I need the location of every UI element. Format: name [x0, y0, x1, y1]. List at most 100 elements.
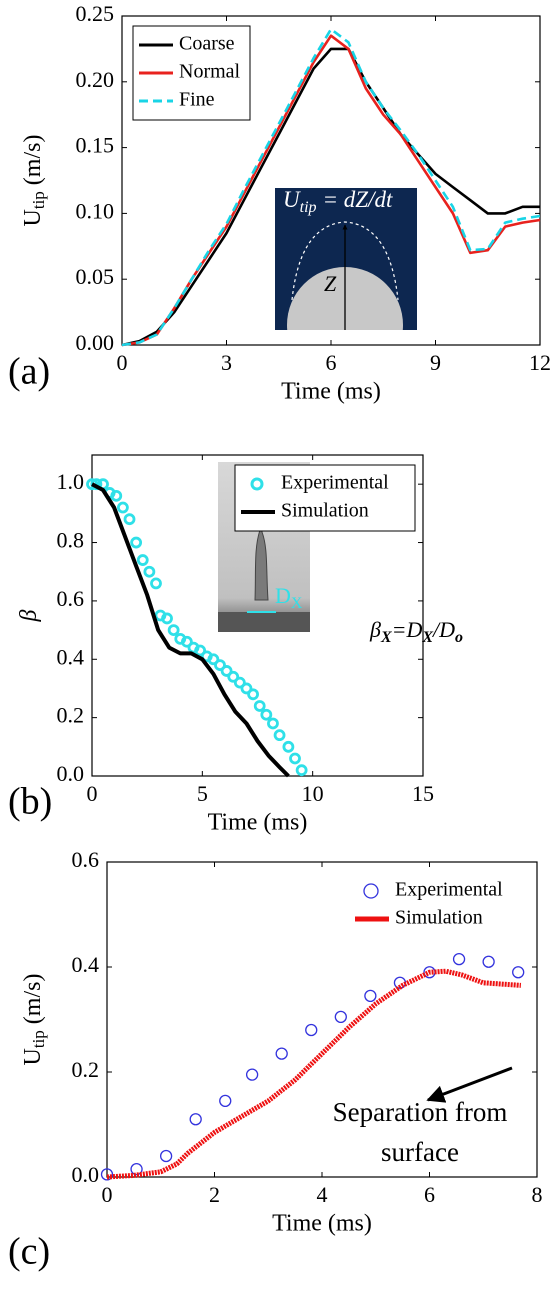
annotation-main: /D [431, 617, 455, 642]
x-tick-label: 8 [532, 1182, 543, 1207]
annotation-main: β [369, 617, 381, 642]
y-tick-label: 0.6 [57, 586, 85, 611]
y-tick-label: 0.2 [57, 703, 85, 728]
data-point [194, 644, 207, 657]
inset-z-label: Z [324, 271, 337, 296]
data-point [227, 670, 240, 683]
series-line [106, 968, 522, 1180]
data-point [452, 952, 466, 966]
inset-formula: Utip = dZ/dt [283, 187, 393, 215]
data-point [334, 1010, 347, 1024]
x-tick-label: 15 [412, 781, 434, 806]
data-point [116, 501, 129, 514]
legend-label: Simulation [395, 907, 483, 929]
annotation-arrow [426, 1066, 513, 1103]
annotation: βX=DX/Do [369, 617, 463, 646]
data-point [180, 635, 193, 648]
data-point [207, 653, 220, 666]
x-tick-label: 0 [117, 350, 128, 375]
y-tick-label: 0.0 [57, 761, 85, 786]
y-label-main: U [20, 209, 46, 226]
formula-rest: = dZ/dt [323, 187, 393, 212]
series-line [91, 482, 290, 778]
data-point [130, 536, 143, 549]
panel-label: (c) [8, 1231, 50, 1273]
data-point [240, 682, 253, 695]
annotation-sub: X [421, 629, 433, 646]
data-point [289, 752, 301, 765]
data-point [189, 1113, 202, 1126]
y-axis-label: Utip (m/s) [20, 135, 48, 227]
data-point [305, 1023, 318, 1037]
formula-sub: tip [300, 199, 317, 216]
y-tick-label: 0.15 [76, 133, 115, 158]
data-point [512, 966, 525, 979]
y-tick-label: 0.4 [72, 952, 100, 977]
x-tick-label: 4 [317, 1182, 328, 1207]
y-label-sub: tip [29, 191, 48, 209]
data-point [219, 1094, 232, 1108]
legend-label: Coarse [179, 33, 235, 55]
data-point [143, 565, 156, 578]
inset-b [218, 462, 310, 632]
data-point [233, 676, 246, 689]
annotation-main: =D [392, 617, 423, 642]
y-tick-label: 0.10 [76, 198, 115, 223]
y-label-sub: tip [29, 1030, 48, 1048]
data-point [86, 478, 98, 491]
legend-label: Experimental [281, 472, 389, 494]
y-tick-label: 0.2 [72, 1057, 100, 1082]
data-point [295, 764, 308, 777]
legend-box [234, 464, 416, 532]
drop-outline [291, 221, 399, 301]
data-point [110, 489, 123, 502]
data-point [214, 659, 226, 672]
x-axis-label: Time (ms) [272, 1211, 372, 1237]
y-tick-label: 0.25 [76, 1, 115, 26]
data-point [282, 740, 295, 753]
data-point [275, 1047, 288, 1060]
data-point [260, 708, 273, 721]
y-label-main: β [16, 609, 42, 622]
data-point [167, 624, 180, 636]
formula-main: U [283, 187, 301, 212]
y-tick-label: 0.20 [76, 67, 115, 92]
legend-label: Simulation [281, 500, 369, 522]
dx-main: D [275, 583, 291, 608]
panel-label: (b) [8, 781, 52, 823]
annotation: surface [381, 1137, 459, 1167]
data-point [273, 729, 286, 742]
x-tick-label: 5 [197, 781, 208, 806]
x-tick-label: 10 [302, 781, 324, 806]
x-tick-label: 12 [529, 350, 551, 375]
data-point [123, 513, 136, 526]
y-axis-label: β [16, 609, 42, 622]
inset-a [275, 188, 417, 330]
data-point [267, 717, 279, 730]
legend-box [348, 871, 530, 939]
y-axis-label: Utip (m/s) [20, 974, 48, 1066]
x-tick-label: 0 [102, 1182, 113, 1207]
plot-frame [91, 454, 424, 777]
x-tick-label: 0 [87, 781, 98, 806]
legend-label: Normal [179, 61, 241, 83]
x-tick-label: 6 [424, 1182, 435, 1207]
y-tick-label: 0.0 [72, 1162, 100, 1187]
legend-label: Fine [179, 89, 215, 111]
annotation-sub: o [455, 629, 463, 646]
x-tick-label: 6 [326, 350, 337, 375]
legend-swatch [363, 883, 379, 899]
data-point [150, 577, 162, 590]
data-point [253, 700, 266, 712]
annotation: Separation from [333, 1097, 508, 1127]
legend-label: Experimental [395, 879, 503, 901]
x-tick-label: 3 [221, 350, 232, 375]
data-point [136, 554, 149, 566]
x-axis-label: Time (ms) [208, 810, 308, 836]
data-point [159, 1149, 173, 1163]
data-point [482, 955, 495, 968]
x-tick-label: 2 [209, 1182, 220, 1207]
data-point [161, 612, 173, 625]
data-point [247, 688, 259, 701]
